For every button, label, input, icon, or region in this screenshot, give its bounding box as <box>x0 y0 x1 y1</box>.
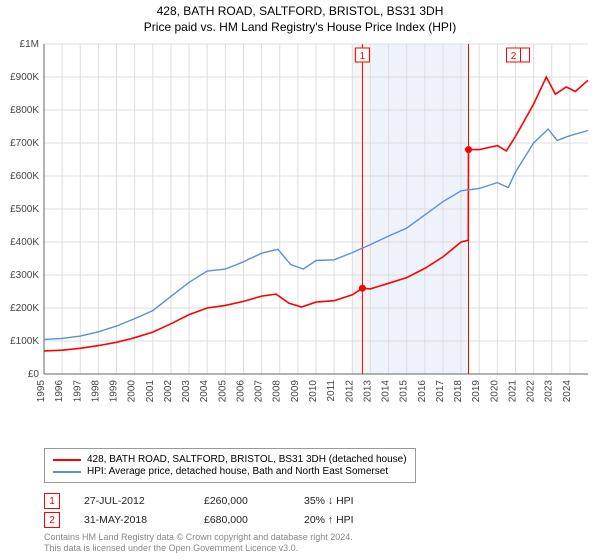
svg-text:2: 2 <box>511 51 517 62</box>
svg-text:2010: 2010 <box>308 380 319 403</box>
svg-text:2020: 2020 <box>489 380 500 403</box>
event-price: £680,000 <box>204 514 304 526</box>
svg-text:2017: 2017 <box>435 380 446 403</box>
event-delta: 35% ↓ HPI <box>304 495 424 507</box>
svg-text:£900K: £900K <box>10 72 39 83</box>
svg-text:£500K: £500K <box>10 204 39 215</box>
legend-label: HPI: Average price, detached house, Bath… <box>87 466 388 477</box>
svg-text:1999: 1999 <box>109 380 120 403</box>
svg-text:1997: 1997 <box>72 380 83 403</box>
svg-text:2023: 2023 <box>544 380 555 403</box>
footer-line-2: This data is licensed under the Open Gov… <box>44 543 353 554</box>
svg-text:2015: 2015 <box>399 380 410 403</box>
events-table: 1 27-JUL-2012 £260,000 35% ↓ HPI 2 31-MA… <box>44 490 588 531</box>
svg-text:2011: 2011 <box>326 380 337 402</box>
legend-item: HPI: Average price, detached house, Bath… <box>53 466 407 477</box>
event-date: 31-MAY-2018 <box>84 514 204 526</box>
svg-text:2014: 2014 <box>381 380 392 403</box>
svg-text:2002: 2002 <box>163 380 174 403</box>
svg-text:2024: 2024 <box>562 380 573 403</box>
price-chart: £0£100K£200K£300K£400K£500K£600K£700K£80… <box>44 44 588 404</box>
svg-text:2018: 2018 <box>453 380 464 403</box>
svg-text:£100K: £100K <box>10 336 39 347</box>
svg-text:2021: 2021 <box>507 380 518 403</box>
event-marker-icon: 1 <box>44 493 60 509</box>
svg-text:2022: 2022 <box>526 380 537 403</box>
svg-text:£700K: £700K <box>10 138 39 149</box>
svg-text:£800K: £800K <box>10 105 39 116</box>
svg-text:2016: 2016 <box>417 380 428 403</box>
svg-text:2000: 2000 <box>127 380 138 403</box>
event-row: 2 31-MAY-2018 £680,000 20% ↑ HPI <box>44 512 588 528</box>
svg-text:2009: 2009 <box>290 380 301 403</box>
title-line-2: Price paid vs. HM Land Registry's House … <box>0 20 600 34</box>
svg-text:2006: 2006 <box>235 380 246 403</box>
svg-text:£600K: £600K <box>10 171 39 182</box>
legend-swatch-hpi <box>53 471 81 473</box>
event-row: 1 27-JUL-2012 £260,000 35% ↓ HPI <box>44 493 588 509</box>
svg-text:2007: 2007 <box>254 380 265 403</box>
legend: 428, BATH ROAD, SALTFORD, BRISTOL, BS31 … <box>44 448 416 483</box>
svg-text:£400K: £400K <box>10 237 39 248</box>
svg-text:2008: 2008 <box>272 380 283 403</box>
footer-line-1: Contains HM Land Registry data © Crown c… <box>44 532 353 543</box>
svg-text:2019: 2019 <box>471 380 482 403</box>
svg-text:2005: 2005 <box>217 380 228 403</box>
svg-text:2003: 2003 <box>181 380 192 403</box>
event-price: £260,000 <box>204 495 304 507</box>
legend-item: 428, BATH ROAD, SALTFORD, BRISTOL, BS31 … <box>53 454 407 465</box>
svg-text:£1M: £1M <box>20 39 39 50</box>
footer-attribution: Contains HM Land Registry data © Crown c… <box>44 532 353 555</box>
svg-text:2012: 2012 <box>344 380 355 403</box>
svg-text:2001: 2001 <box>145 380 156 403</box>
svg-text:1996: 1996 <box>54 380 65 403</box>
svg-text:1995: 1995 <box>36 380 47 403</box>
event-delta: 20% ↑ HPI <box>304 514 424 526</box>
svg-text:2004: 2004 <box>199 380 210 403</box>
event-marker-icon: 2 <box>44 512 60 528</box>
title-line-1: 428, BATH ROAD, SALTFORD, BRISTOL, BS31 … <box>0 4 600 18</box>
chart-titles: 428, BATH ROAD, SALTFORD, BRISTOL, BS31 … <box>0 0 600 34</box>
event-date: 27-JUL-2012 <box>84 495 204 507</box>
legend-swatch-price <box>53 459 81 461</box>
svg-text:1: 1 <box>360 51 366 62</box>
svg-text:£300K: £300K <box>10 270 39 281</box>
svg-text:2013: 2013 <box>362 380 373 403</box>
svg-text:1998: 1998 <box>90 380 101 403</box>
svg-text:£0: £0 <box>28 369 40 380</box>
svg-text:£200K: £200K <box>10 303 39 314</box>
legend-label: 428, BATH ROAD, SALTFORD, BRISTOL, BS31 … <box>87 454 407 465</box>
